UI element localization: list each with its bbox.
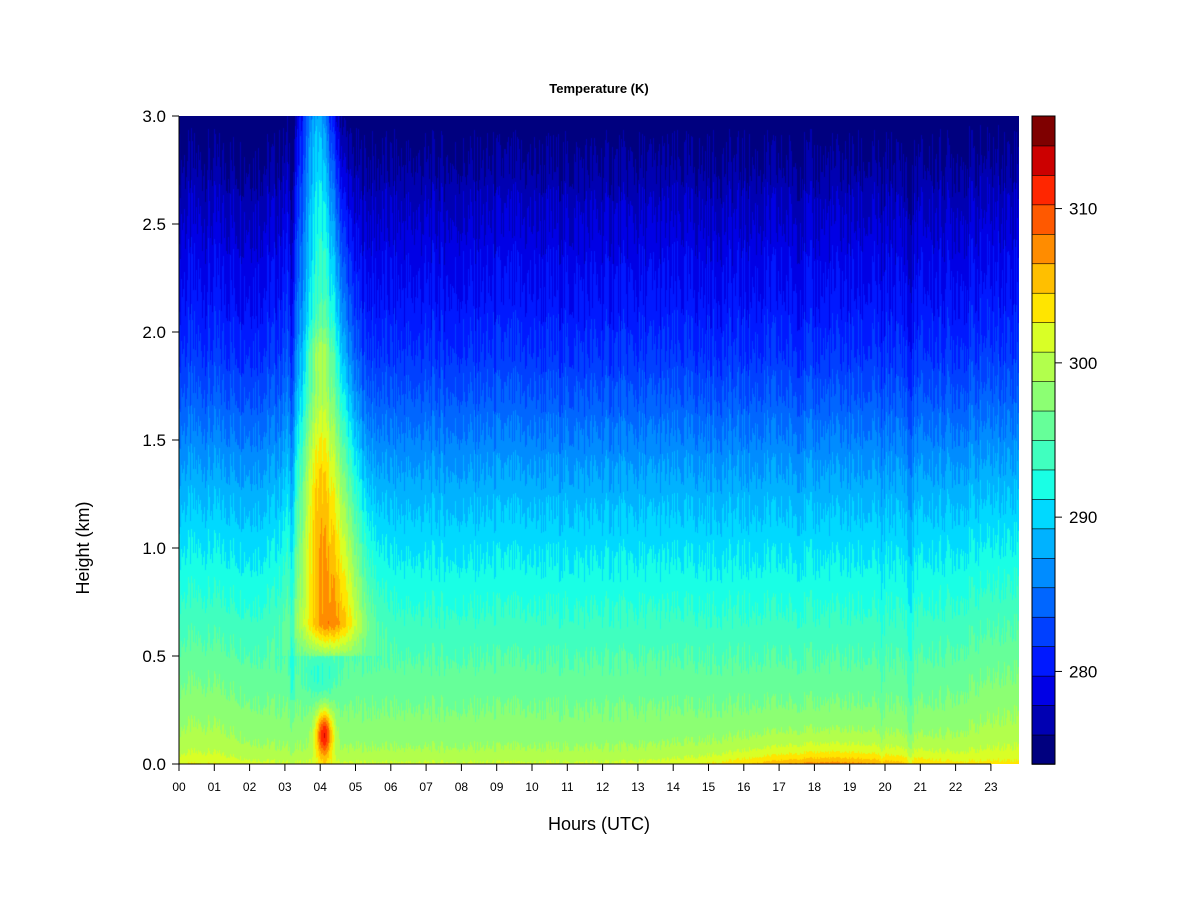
colorbar-segment <box>1031 410 1056 441</box>
x-tick-label: 17 <box>772 780 786 794</box>
chart-title: Temperature (K) <box>549 81 648 96</box>
colorbar-segment <box>1031 616 1056 647</box>
x-tick-label: 09 <box>490 780 504 794</box>
x-axis: 00 01 02 03 04 05 06 07 08 09 10 11 12 13 14 15 16 17 18 19… <box>172 763 998 794</box>
x-tick-label: 20 <box>878 780 892 794</box>
colorbar-segment <box>1031 557 1056 589</box>
colorbar-segment <box>1031 528 1056 559</box>
y-tick-label: 0.5 <box>142 647 166 666</box>
x-tick-label: 05 <box>349 780 363 794</box>
x-tick-label: 07 <box>419 780 433 794</box>
plot-area <box>179 116 1019 764</box>
colorbar-segment <box>1031 645 1056 677</box>
y-axis: 0.0 0.5 1.0 1.5 2.0 2.5 3.0 <box>142 107 180 774</box>
y-tick-label: 2.0 <box>142 323 166 342</box>
colorbar-segment <box>1031 498 1056 530</box>
colorbar-segment <box>1031 115 1056 147</box>
colorbar-segment <box>1031 262 1056 294</box>
colorbar-tick-label: 290 <box>1069 508 1097 527</box>
colorbar-segment <box>1031 233 1056 265</box>
colorbar-segment <box>1031 174 1056 206</box>
x-tick-label: 06 <box>384 780 398 794</box>
x-tick-label: 14 <box>667 780 681 794</box>
x-tick-label: 04 <box>314 780 328 794</box>
colorbar-frame <box>1031 115 1056 765</box>
heatmap-canvas <box>179 116 1019 764</box>
x-axis-label: Hours (UTC) <box>548 814 650 834</box>
x-tick-label: 18 <box>808 780 822 794</box>
x-tick-label: 10 <box>525 780 539 794</box>
x-tick-label: 15 <box>702 780 716 794</box>
x-tick-label: 19 <box>843 780 857 794</box>
x-tick-label: 02 <box>243 780 257 794</box>
x-tick-label: 00 <box>172 780 186 794</box>
colorbar-segment <box>1031 734 1056 765</box>
colorbar-segment <box>1031 351 1056 382</box>
x-tick-label: 11 <box>561 780 574 794</box>
colorbar-tick-label: 310 <box>1069 200 1097 219</box>
colorbar-segment <box>1031 321 1056 353</box>
y-tick-label: 1.5 <box>142 431 166 450</box>
colorbar-tick-label: 280 <box>1069 662 1097 681</box>
colorbar-segment <box>1031 469 1056 500</box>
x-tick-label: 13 <box>631 780 645 794</box>
x-tick-label: 21 <box>914 780 928 794</box>
x-tick-label: 12 <box>596 780 610 794</box>
x-tick-label: 01 <box>208 780 222 794</box>
colorbar-tick-label: 300 <box>1069 354 1097 373</box>
y-tick-label: 0.0 <box>142 755 166 774</box>
colorbar-segment <box>1031 675 1056 706</box>
colorbar-segment <box>1031 586 1056 618</box>
x-tick-label: 08 <box>455 780 469 794</box>
y-tick-label: 3.0 <box>142 107 166 126</box>
colorbar-segment <box>1031 380 1056 412</box>
x-tick-label: 22 <box>949 780 963 794</box>
x-tick-label: 03 <box>278 780 292 794</box>
colorbar-segment <box>1031 704 1056 736</box>
colorbar-segment <box>1031 292 1056 323</box>
y-tick-label: 2.5 <box>142 215 166 234</box>
x-tick-label: 23 <box>984 780 998 794</box>
colorbar-segment <box>1031 145 1056 176</box>
x-tick-label: 16 <box>737 780 751 794</box>
colorbar: 280 290 300 310 <box>1031 115 1097 765</box>
y-tick-label: 1.0 <box>142 539 166 558</box>
colorbar-segment <box>1031 204 1056 235</box>
y-axis-label: Height (km) <box>73 501 93 594</box>
colorbar-segment <box>1031 439 1056 471</box>
